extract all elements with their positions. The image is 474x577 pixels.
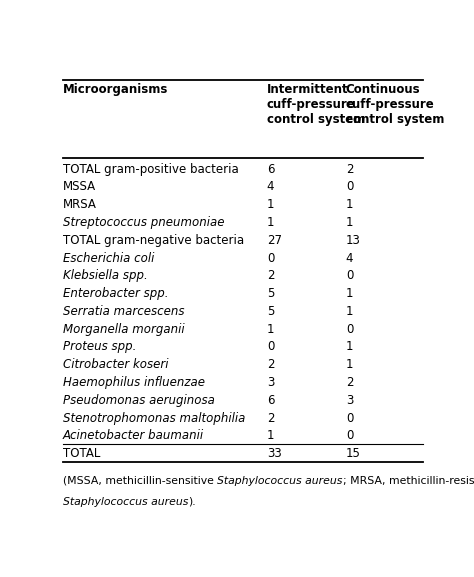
- Text: 2: 2: [346, 163, 353, 176]
- Text: 0: 0: [267, 340, 274, 354]
- Text: TOTAL gram-positive bacteria: TOTAL gram-positive bacteria: [63, 163, 239, 176]
- Text: Stenotrophomonas maltophilia: Stenotrophomonas maltophilia: [63, 411, 246, 425]
- Text: 27: 27: [267, 234, 282, 247]
- Text: Microorganisms: Microorganisms: [63, 83, 168, 96]
- Text: Staphylococcus aureus: Staphylococcus aureus: [217, 476, 343, 486]
- Text: Escherichia coli: Escherichia coli: [63, 252, 155, 265]
- Text: 3: 3: [267, 376, 274, 389]
- Text: Citrobacter koseri: Citrobacter koseri: [63, 358, 168, 371]
- Text: TOTAL gram-negative bacteria: TOTAL gram-negative bacteria: [63, 234, 244, 247]
- Text: 1: 1: [346, 216, 353, 229]
- Text: ; MRSA, methicillin-resistant: ; MRSA, methicillin-resistant: [343, 476, 474, 486]
- Text: 1: 1: [267, 216, 274, 229]
- Text: Staphylococcus aureus: Staphylococcus aureus: [63, 497, 188, 507]
- Text: 1: 1: [346, 198, 353, 211]
- Text: Haemophilus influenzae: Haemophilus influenzae: [63, 376, 205, 389]
- Text: 33: 33: [267, 447, 282, 460]
- Text: MSSA: MSSA: [63, 181, 96, 193]
- Text: 3: 3: [346, 394, 353, 407]
- Text: 0: 0: [267, 252, 274, 265]
- Text: 0: 0: [346, 323, 353, 336]
- Text: Acinetobacter baumanii: Acinetobacter baumanii: [63, 429, 204, 443]
- Text: TOTAL: TOTAL: [63, 447, 100, 460]
- Text: 2: 2: [267, 358, 274, 371]
- Text: 1: 1: [346, 305, 353, 318]
- Text: 0: 0: [346, 429, 353, 443]
- Text: MRSA: MRSA: [63, 198, 97, 211]
- Text: 4: 4: [346, 252, 353, 265]
- Text: 6: 6: [267, 163, 274, 176]
- Text: 1: 1: [346, 340, 353, 354]
- Text: Morganella morganii: Morganella morganii: [63, 323, 184, 336]
- Text: 5: 5: [267, 287, 274, 300]
- Text: 1: 1: [346, 287, 353, 300]
- Text: Continuous
cuff-pressure
control system: Continuous cuff-pressure control system: [346, 83, 444, 126]
- Text: 1: 1: [267, 198, 274, 211]
- Text: 0: 0: [346, 269, 353, 282]
- Text: Serratia marcescens: Serratia marcescens: [63, 305, 184, 318]
- Text: (MSSA, methicillin-sensitive: (MSSA, methicillin-sensitive: [63, 476, 217, 486]
- Text: Proteus spp.: Proteus spp.: [63, 340, 137, 354]
- Text: Streptococcus pneumoniae: Streptococcus pneumoniae: [63, 216, 224, 229]
- Text: Enterobacter spp.: Enterobacter spp.: [63, 287, 168, 300]
- Text: Pseudomonas aeruginosa: Pseudomonas aeruginosa: [63, 394, 215, 407]
- Text: 15: 15: [346, 447, 361, 460]
- Text: Klebsiella spp.: Klebsiella spp.: [63, 269, 148, 282]
- Text: 0: 0: [346, 181, 353, 193]
- Text: 1: 1: [346, 358, 353, 371]
- Text: ).: ).: [188, 497, 196, 507]
- Text: 0: 0: [346, 411, 353, 425]
- Text: 5: 5: [267, 305, 274, 318]
- Text: 2: 2: [346, 376, 353, 389]
- Text: Intermittent
cuff-pressure
control system: Intermittent cuff-pressure control syste…: [267, 83, 365, 126]
- Text: 1: 1: [267, 429, 274, 443]
- Text: 2: 2: [267, 411, 274, 425]
- Text: 4: 4: [267, 181, 274, 193]
- Text: 1: 1: [267, 323, 274, 336]
- Text: 13: 13: [346, 234, 361, 247]
- Text: 6: 6: [267, 394, 274, 407]
- Text: 2: 2: [267, 269, 274, 282]
